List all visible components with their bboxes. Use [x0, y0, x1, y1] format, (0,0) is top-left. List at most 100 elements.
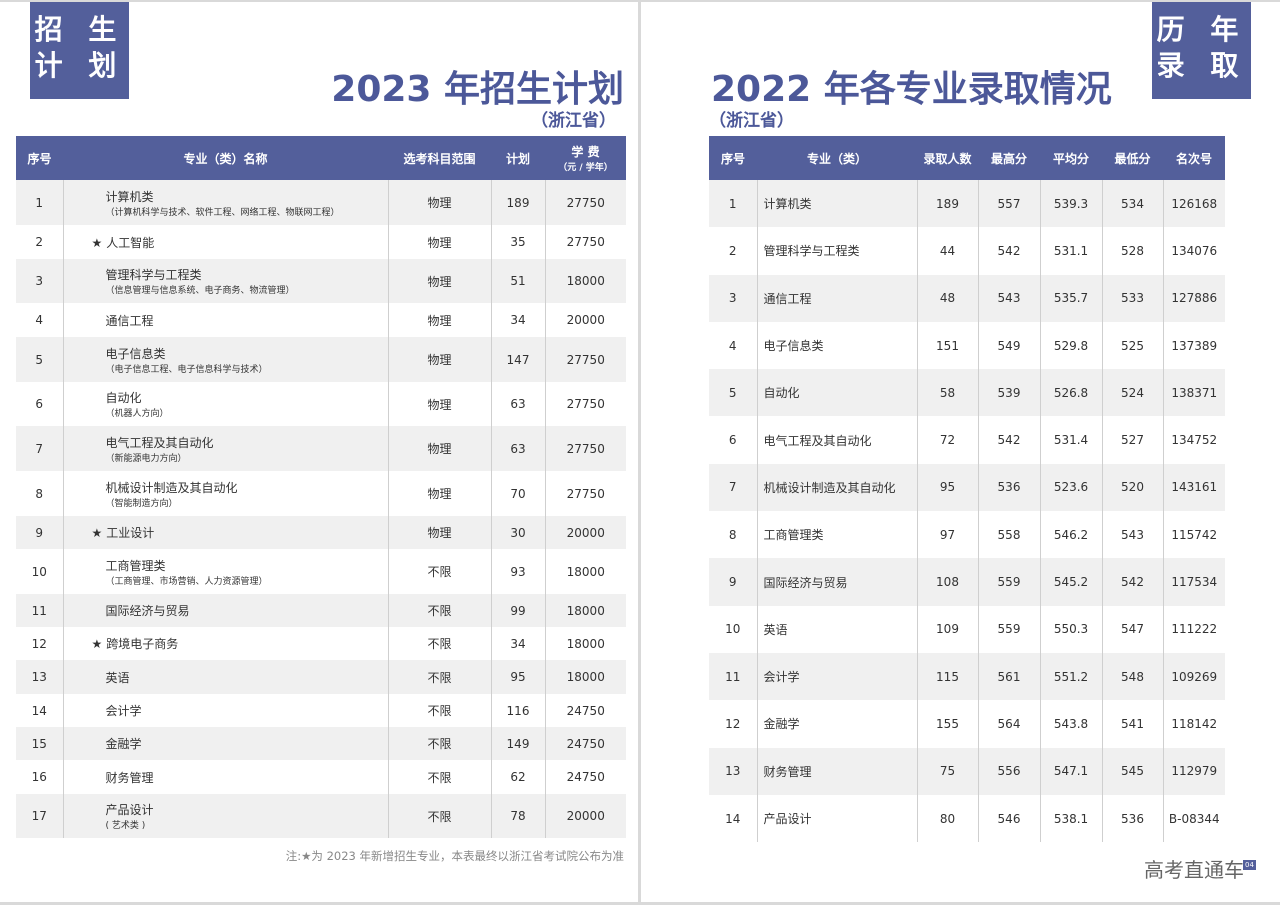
major-name-text: 英语 — [105, 670, 130, 685]
major-name-text: 自动化 — [105, 391, 142, 405]
major-name: 英语 — [106, 669, 388, 686]
subject-cell: 不限 — [387, 760, 491, 794]
subject-cell: 物理 — [387, 471, 491, 516]
seq-cell: 2 — [35, 235, 44, 249]
seq-cell: 12 — [31, 636, 47, 651]
fee-cell: 27750 — [544, 180, 626, 225]
major-cell: 机械设计制造及其自动化 — [756, 463, 917, 512]
subject-cell: 不限 — [387, 794, 491, 838]
min-score-cell: 543 — [1101, 511, 1163, 559]
admitted-count-cell: 115 — [916, 652, 978, 701]
major-cell: 工商管理类 — [756, 511, 917, 559]
min-score-cell: 527 — [1101, 416, 1163, 464]
rank-cell: 118142 — [1162, 700, 1225, 748]
major-cell: 国际经济与贸易 — [756, 558, 917, 606]
min-score-cell: 542 — [1101, 558, 1163, 606]
avg-score-cell: 526.8 — [1039, 369, 1102, 417]
admitted-count-cell: 155 — [916, 700, 978, 748]
major-cell: 产品设计 — [756, 794, 917, 843]
max-score-cell: 558 — [977, 511, 1040, 559]
major-name-cell: 自动化 （机器人方向） — [62, 382, 388, 426]
major-name-cell: ★ 人工智能 — [62, 225, 388, 259]
table-row: 9 ★ 工业设计 物理 30 20000 — [16, 516, 626, 549]
major-name: 管理科学与工程类 — [106, 266, 388, 283]
seq-cell: 6 — [728, 433, 737, 448]
major-name-cell: 财务管理 — [62, 760, 388, 794]
major-cell: 英语 — [756, 605, 917, 653]
major-name-text: 产品设计 — [105, 803, 154, 817]
major-name-text: 财务管理 — [105, 770, 154, 785]
section-tag: 招 生 计 划 — [30, 2, 129, 99]
min-score-cell: 545 — [1101, 747, 1163, 795]
seq-cell: 14 — [31, 703, 47, 718]
max-score-cell: 564 — [977, 700, 1040, 748]
major-name-text: 跨境电子商务 — [106, 637, 179, 651]
seq-cell: 8 — [728, 527, 737, 542]
major-detail: ( 艺术类 ) — [105, 821, 146, 831]
seq-cell: 5 — [709, 369, 757, 417]
major-name: 自动化 — [106, 389, 388, 406]
table-row: 14 产品设计 80 546 538.1 536 B-08344 — [709, 794, 1225, 843]
min-score-cell: 548 — [1101, 652, 1163, 701]
subject-cell: 不限 — [387, 694, 491, 727]
subject-cell: 物理 — [387, 516, 491, 549]
min-score-cell: 541 — [1101, 700, 1163, 748]
table-row: 1 计算机类 189 557 539.3 534 126168 — [709, 180, 1225, 228]
page-title: 2022 年各专业录取情况 — [711, 69, 1112, 110]
seq-cell: 9 — [16, 516, 63, 549]
major-name-cell: 通信工程 — [62, 303, 388, 337]
fee-cell: 20000 — [544, 303, 626, 337]
seq-cell: 17 — [16, 794, 63, 838]
major-name-cell: ★ 跨境电子商务 — [62, 627, 388, 660]
star-icon: ★ — [91, 526, 103, 540]
plan-cell: 147 — [490, 337, 545, 382]
major-name-cell: 机械设计制造及其自动化 （智能制造方向） — [62, 471, 388, 516]
seq-cell: 11 — [709, 652, 757, 701]
table-row: 14 会计学 不限 116 24750 — [16, 694, 626, 727]
table-row: 8 机械设计制造及其自动化 （智能制造方向） 物理 70 27750 — [16, 471, 626, 516]
table-row: 5 电子信息类 （电子信息工程、电子信息科学与技术） 物理 147 27750 — [16, 337, 626, 382]
plan-cell: 70 — [490, 471, 545, 516]
header-seq: 序号 — [16, 136, 63, 180]
avg-score-cell: 543.8 — [1039, 700, 1102, 748]
avg-score-cell: 550.3 — [1039, 605, 1102, 653]
seq-cell: 16 — [31, 770, 47, 784]
rank-cell: 112979 — [1162, 747, 1225, 795]
table-row: 6 电气工程及其自动化 72 542 531.4 527 134752 — [709, 416, 1225, 464]
major-detail: （信息管理与信息系统、电子商务、物流管理） — [105, 286, 295, 296]
header-plan: 计划 — [491, 136, 545, 180]
header-cell: 最高分 — [978, 136, 1040, 180]
min-score-cell: 520 — [1101, 463, 1163, 512]
subject-cell: 物理 — [387, 426, 491, 471]
seq-cell: 6 — [35, 397, 44, 411]
avg-score-cell: 545.2 — [1039, 558, 1102, 606]
avg-score-cell: 546.2 — [1039, 511, 1102, 559]
subject-cell: 物理 — [387, 337, 491, 382]
fee-cell: 20000 — [544, 516, 626, 549]
admitted-count-cell: 95 — [916, 463, 978, 512]
major-name-cell: 英语 — [62, 660, 388, 694]
rank-cell: 137389 — [1162, 321, 1225, 370]
header-cell: 录取人数 — [917, 136, 978, 180]
major-name-cell: 工商管理类 （工商管理、市场营销、人力资源管理） — [62, 549, 388, 594]
plan-cell: 30 — [490, 516, 545, 549]
fee-cell: 24750 — [544, 694, 626, 727]
tag-line: 录 取 — [1156, 49, 1247, 82]
major-name: 电子信息类 — [106, 345, 388, 362]
major-name: 计算机类 — [106, 188, 388, 205]
seq-cell: 7 — [709, 463, 757, 512]
seq-cell: 11 — [16, 594, 63, 627]
max-score-cell: 542 — [977, 227, 1040, 275]
max-score-cell: 543 — [977, 274, 1040, 322]
major-name: 财务管理 — [106, 769, 388, 786]
major-cell: 计算机类 — [756, 180, 917, 228]
table-row: 12 ★ 跨境电子商务 不限 34 18000 — [16, 627, 626, 660]
seq-cell: 12 — [725, 716, 741, 731]
table-row: 16 财务管理 不限 62 24750 — [16, 760, 626, 794]
fee-cell: 27750 — [544, 426, 626, 471]
table-row: 4 电子信息类 151 549 529.8 525 137389 — [709, 321, 1225, 370]
plan-cell: 149 — [490, 727, 545, 760]
table-row: 9 国际经济与贸易 108 559 545.2 542 117534 — [709, 558, 1225, 606]
major-detail: （新能源电力方向） — [105, 453, 187, 464]
rank-cell: 143161 — [1162, 463, 1225, 512]
